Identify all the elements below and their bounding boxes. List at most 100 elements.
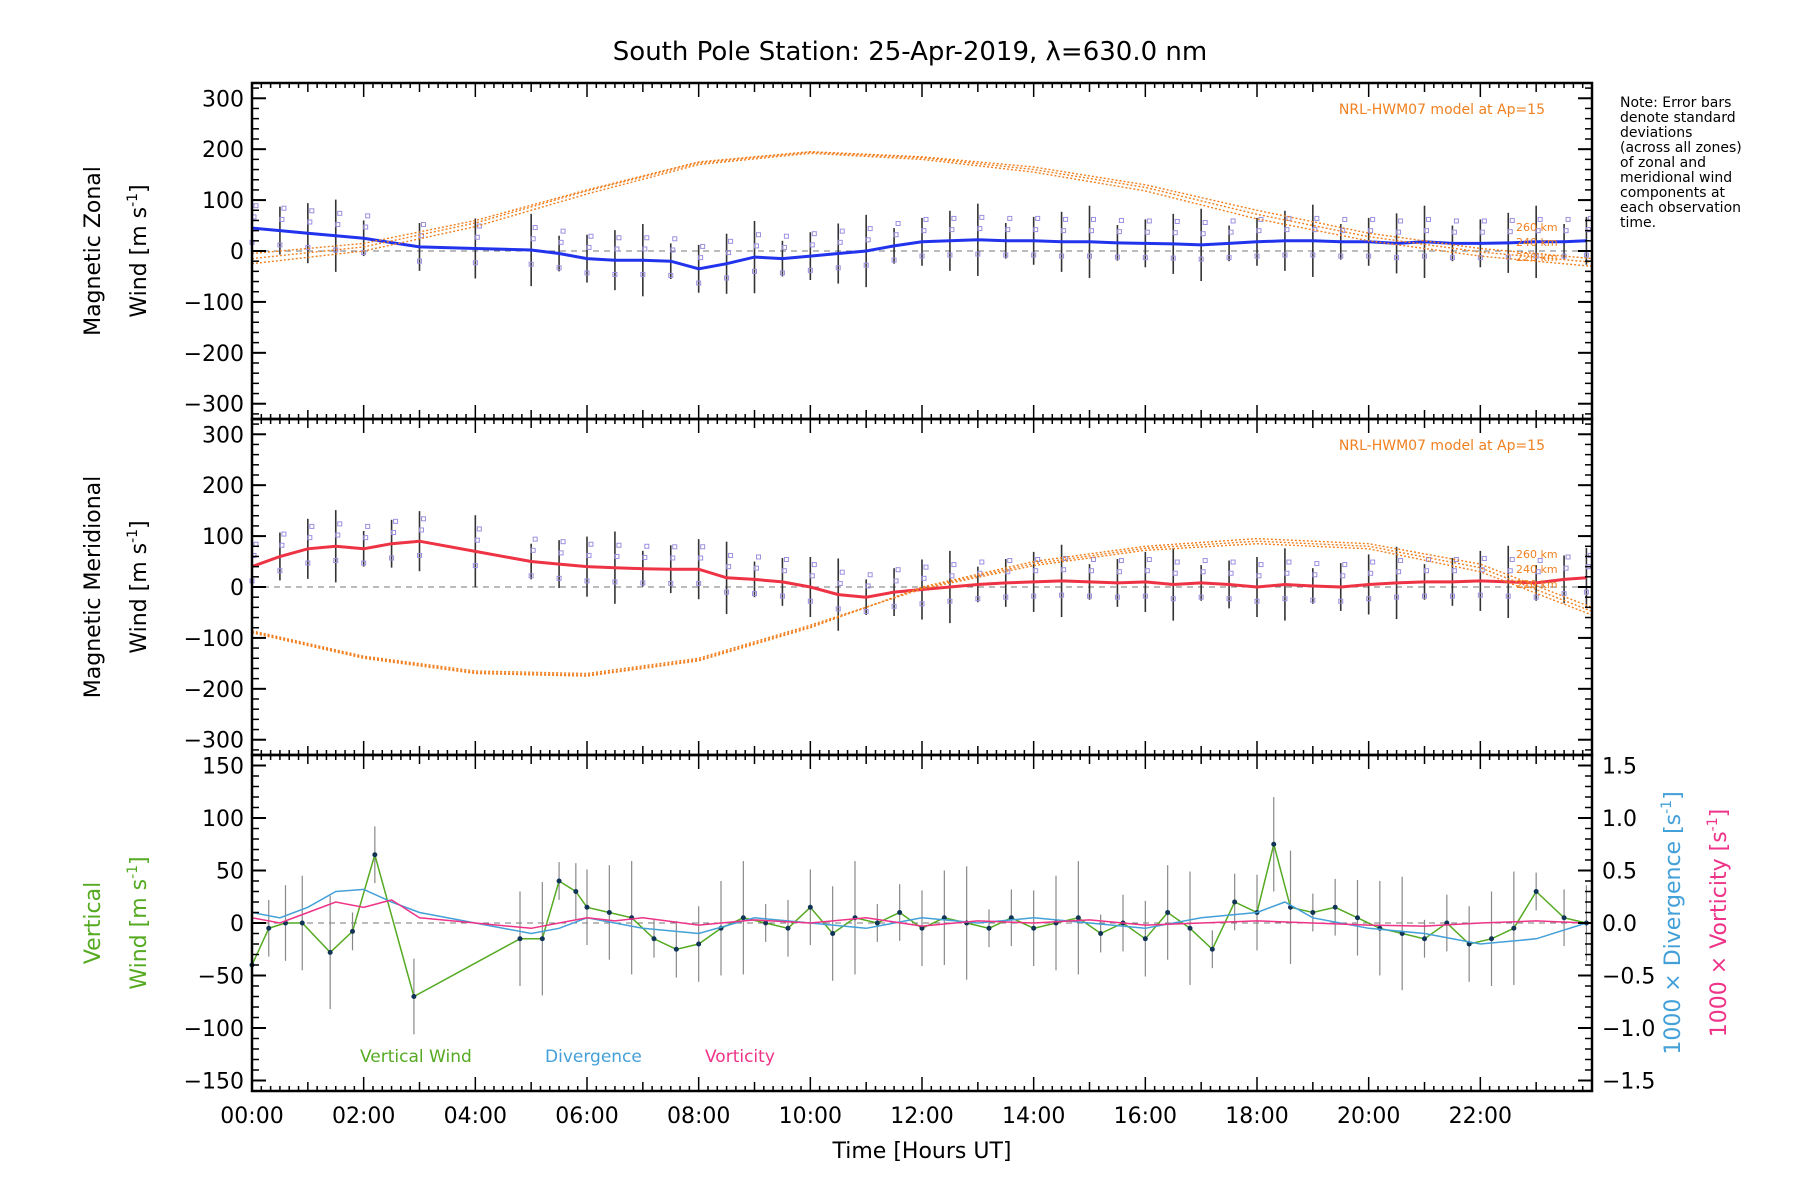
data-point <box>1561 915 1567 921</box>
zone-sample <box>1563 228 1569 234</box>
zone-sample <box>1368 228 1374 234</box>
zone-sample <box>1366 253 1372 259</box>
zone-sample <box>393 518 399 524</box>
zone-sample <box>728 238 734 244</box>
zone-sample <box>1226 596 1232 602</box>
x-tick-label: 14:00 <box>1002 1104 1065 1129</box>
note-line: of zonal and <box>1620 155 1706 171</box>
data-point <box>1489 936 1494 942</box>
legend-vertical-wind: Vertical Wind <box>360 1047 472 1067</box>
zone-sample <box>756 232 761 238</box>
y-tick-label: 300 <box>202 87 244 112</box>
zone-sample <box>696 280 702 286</box>
zone-sample <box>1226 255 1232 261</box>
zone-sample <box>1174 218 1180 224</box>
zone-sample <box>1424 228 1429 234</box>
zone-sample <box>921 575 927 581</box>
data-point <box>785 925 791 931</box>
zone-sample <box>698 555 704 561</box>
zone-sample <box>1537 558 1543 564</box>
data-point <box>1422 936 1427 942</box>
zone-sample <box>616 235 622 241</box>
zone-sample <box>837 239 843 245</box>
zone-sample <box>1509 557 1515 563</box>
zone-sample <box>754 243 759 249</box>
zone-sample <box>728 552 734 558</box>
note-line: (across all zones) <box>1620 140 1742 156</box>
series-line-meridional-wind <box>251 539 1587 599</box>
series-line-hwm07-240-km <box>251 540 1593 676</box>
data-point <box>1232 899 1238 905</box>
meridional-panel: 300 200 100 0 −100 −200 −300 NRL-HWM07 model a… <box>81 417 1594 757</box>
data-point <box>740 915 746 921</box>
y-tick-label: 0 <box>230 912 244 937</box>
zone-sample <box>1533 594 1539 600</box>
zone-sample <box>365 213 371 219</box>
zone-sample <box>421 222 426 228</box>
y-tick-label: −150 <box>184 1070 244 1095</box>
zone-sample <box>1003 594 1009 600</box>
data-point <box>830 931 836 936</box>
zone-sample <box>365 523 371 529</box>
zone-sample <box>726 250 732 256</box>
data-point <box>556 878 562 884</box>
zone-sample <box>640 271 646 277</box>
zone-sample <box>1314 561 1320 567</box>
zone-sample <box>807 267 813 273</box>
zone-sample <box>417 552 422 558</box>
data-point <box>986 925 992 931</box>
zonal-alt-240: 240 km <box>1516 236 1558 249</box>
meridional-alt-240: 240 km <box>1516 563 1558 576</box>
zone-sample <box>1089 568 1094 574</box>
zone-sample <box>1114 254 1120 260</box>
zone-sample <box>1003 252 1009 258</box>
data-point <box>763 920 769 926</box>
zone-sample <box>1561 591 1567 597</box>
data-point <box>299 920 305 926</box>
y-tick-label: −200 <box>184 342 244 367</box>
zone-sample <box>1284 227 1290 233</box>
zone-sample <box>1089 228 1094 234</box>
zone-sample <box>895 221 901 227</box>
data-point <box>266 925 272 931</box>
zone-sample <box>1370 216 1376 222</box>
zone-sample <box>1091 557 1096 563</box>
zone-sample <box>612 271 618 277</box>
zone-sample <box>1368 570 1374 576</box>
zone-sample <box>1396 229 1402 235</box>
series-line-hwm07-220-km <box>251 542 1593 675</box>
series-line-hwm07-240-km <box>251 151 1593 263</box>
x-tick-label: 08:00 <box>667 1104 730 1129</box>
series-line-zonal-wind <box>251 226 1587 271</box>
data-point <box>1332 904 1338 910</box>
meridional-data <box>249 510 1593 677</box>
zone-sample <box>530 236 536 242</box>
zone-sample <box>337 210 343 216</box>
zone-sample <box>1091 216 1096 222</box>
zone-sample <box>333 247 339 253</box>
data-point <box>673 946 679 952</box>
zone-sample <box>1449 255 1455 261</box>
zone-sample <box>472 260 478 266</box>
y-tick-label: 300 <box>202 423 244 448</box>
y-tick-label: −100 <box>184 1017 244 1042</box>
y-tick-label: 0 <box>230 240 244 265</box>
zone-sample <box>281 205 287 211</box>
zone-sample <box>560 539 566 545</box>
y2-tick-label: −1.0 <box>1602 1017 1655 1042</box>
zone-sample <box>532 225 538 231</box>
zone-sample <box>1005 227 1011 233</box>
zone-sample <box>700 243 706 249</box>
zone-sample <box>614 246 620 252</box>
zone-sample <box>1142 255 1148 261</box>
zone-sample <box>891 257 897 263</box>
zone-sample <box>811 231 817 237</box>
zone-sample <box>919 253 925 259</box>
zonal-panel: 300 200 100 0 −100 −200 −300 NRL-HWM07 model a… <box>81 81 1594 421</box>
data-point <box>941 915 947 921</box>
data-point <box>606 910 612 915</box>
zone-sample <box>1172 230 1178 236</box>
zone-sample <box>588 233 594 239</box>
zone-sample <box>1144 229 1150 235</box>
